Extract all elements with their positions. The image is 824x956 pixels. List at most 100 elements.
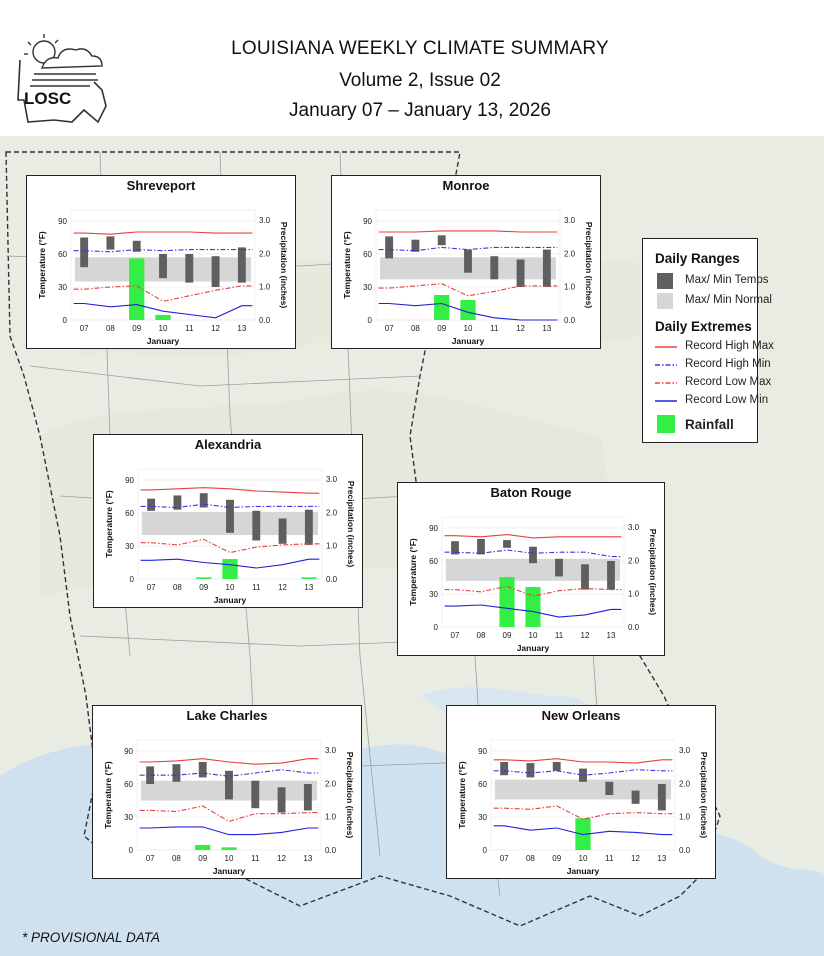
x-tick-label: 13 — [237, 324, 246, 333]
y2-axis-label: Precipitation (inches) — [279, 222, 289, 309]
temp-range-bar — [185, 254, 194, 283]
legend-item-maxmin: Max/ Min Temps — [651, 273, 769, 289]
legend-record-low-min-label: Record Low Min — [685, 394, 769, 406]
x-tick-label: 13 — [304, 583, 313, 592]
temp-range-bar — [555, 558, 563, 577]
record-high-max-line — [378, 230, 558, 233]
y-tick-label: 60 — [58, 250, 67, 259]
normal-swatch-icon — [657, 293, 673, 309]
y2-tick-label: 2.0 — [259, 249, 271, 258]
y2-tick-label: 0.0 — [259, 316, 271, 325]
y-tick-label: 90 — [58, 217, 67, 226]
temp-range-bar — [581, 564, 589, 590]
x-tick-label: 10 — [226, 583, 235, 592]
temp-range-bar — [226, 499, 234, 533]
chart-panel-baton-rouge: Baton Rouge 0 30 60 90 0.0 1.0 2.0 3.0 07 08 09 10 11… — [397, 482, 665, 656]
x-axis-label: January — [452, 336, 485, 346]
y-tick-label: 90 — [124, 747, 133, 756]
y-axis-label: Temperature (°F) — [37, 231, 47, 299]
record-low-min-line — [139, 826, 319, 836]
legend-record-low-max-label: Record Low Max — [685, 376, 772, 388]
x-tick-label: 08 — [173, 583, 182, 592]
y-tick-label: 30 — [125, 542, 134, 551]
record-high-max-line — [139, 758, 319, 765]
y2-tick-label: 2.0 — [325, 779, 337, 788]
y-tick-label: 30 — [429, 590, 438, 599]
x-tick-label: 10 — [464, 324, 473, 333]
y-axis-label: Temperature (°F) — [408, 538, 418, 606]
temp-range-bar — [304, 509, 313, 545]
rainfall-bar — [195, 845, 211, 850]
y-tick-label: 60 — [363, 250, 372, 259]
y2-axis-label: Precipitation (inches) — [699, 752, 709, 839]
record-high-min-line — [378, 246, 558, 252]
chart-legend: Daily Ranges Max/ Min Temps Max/ Min Nor… — [642, 238, 774, 443]
x-tick-label: 09 — [132, 324, 141, 333]
temp-range-bar — [490, 256, 499, 280]
y-axis-label: Temperature (°F) — [342, 231, 352, 299]
temp-range-bar — [237, 247, 246, 283]
record-low-max-line — [139, 805, 319, 822]
report-header: LOSC LOUISIANA WEEKLY CLIMATE SUMMARY Vo… — [0, 0, 824, 136]
x-tick-label: 09 — [552, 854, 561, 863]
record-low-max-line-icon — [655, 382, 677, 384]
record-high-min-line — [493, 769, 673, 776]
state-outline — [5, 151, 721, 927]
x-tick-label: 13 — [303, 854, 312, 863]
x-tick-label: 08 — [477, 631, 486, 640]
y-tick-label: 0 — [368, 316, 373, 325]
temp-range-bar — [147, 498, 156, 511]
record-high-min-line-icon — [655, 364, 677, 366]
record-high-min-line — [444, 549, 622, 558]
y2-axis-label: Precipitation (inches) — [345, 752, 355, 839]
chart-title: Baton Rouge — [491, 485, 572, 500]
chart-baton-rouge: Baton Rouge 0 30 60 90 0.0 1.0 2.0 3.0 07 08 09 10 11… — [408, 485, 658, 653]
normal-range-band — [445, 558, 621, 581]
x-tick-label: 08 — [172, 854, 181, 863]
y-tick-label: 60 — [478, 780, 487, 789]
temp-range-bar — [252, 510, 261, 541]
record-high-max-line — [140, 487, 320, 494]
y2-tick-label: 3.0 — [679, 746, 691, 755]
legend-record-high-max-label: Record High Max — [685, 340, 774, 352]
chart-alexandria: Alexandria 0 30 60 90 0.0 1.0 2.0 3.0 07 08 09 10 11 1… — [104, 437, 356, 605]
chart-title: Shreveport — [127, 178, 196, 193]
temp-range-bar — [172, 764, 181, 782]
temp-range-bar — [464, 249, 472, 273]
x-tick-label: 09 — [437, 324, 446, 333]
legend-item-rainfall: Rainfall — [651, 415, 757, 435]
y2-tick-label: 3.0 — [326, 475, 338, 484]
legend-rainfall-label: Rainfall — [685, 417, 734, 432]
record-high-max-line — [73, 231, 253, 235]
chart-title: Alexandria — [195, 437, 262, 452]
y2-tick-label: 2.0 — [564, 249, 576, 258]
legend-record-high-min-label: Record High Min — [685, 358, 771, 370]
x-axis-label: January — [567, 866, 600, 876]
record-low-max-line — [378, 283, 558, 297]
y2-tick-label: 1.0 — [628, 590, 640, 599]
x-tick-label: 12 — [278, 583, 287, 592]
y2-tick-label: 3.0 — [564, 216, 576, 225]
y-axis-label: Temperature (°F) — [104, 490, 114, 558]
x-tick-label: 08 — [526, 854, 535, 863]
temp-range-bar — [477, 539, 485, 555]
y2-axis-label: Precipitation (inches) — [346, 481, 356, 568]
x-tick-label: 11 — [555, 631, 564, 640]
record-high-min-line — [140, 503, 320, 509]
y2-tick-label: 2.0 — [679, 779, 691, 788]
y-tick-label: 60 — [124, 780, 133, 789]
rainfall-bar — [499, 577, 515, 627]
x-tick-label: 12 — [581, 631, 590, 640]
chart-lake-charles: Lake Charles 0 30 60 90 0.0 1.0 2.0 3.0 07 08 09 10 1… — [103, 708, 355, 876]
y2-tick-label: 1.0 — [325, 813, 337, 822]
report-dates: January 07 – January 13, 2026 — [289, 100, 551, 121]
record-high-min-line — [73, 249, 253, 253]
y-tick-label: 90 — [429, 524, 438, 533]
logo-text: LOSC — [24, 89, 71, 108]
provisional-footnote: * PROVISIONAL DATA — [22, 930, 161, 945]
record-high-max-line-icon — [655, 346, 677, 348]
chart-panel-monroe: Monroe 0 30 60 90 0.0 1.0 2.0 3.0 07 08 09 10 11 12 13 J… — [331, 175, 601, 349]
chart-title: New Orleans — [542, 708, 621, 723]
x-tick-label: 10 — [225, 854, 234, 863]
chart-title: Monroe — [443, 178, 490, 193]
